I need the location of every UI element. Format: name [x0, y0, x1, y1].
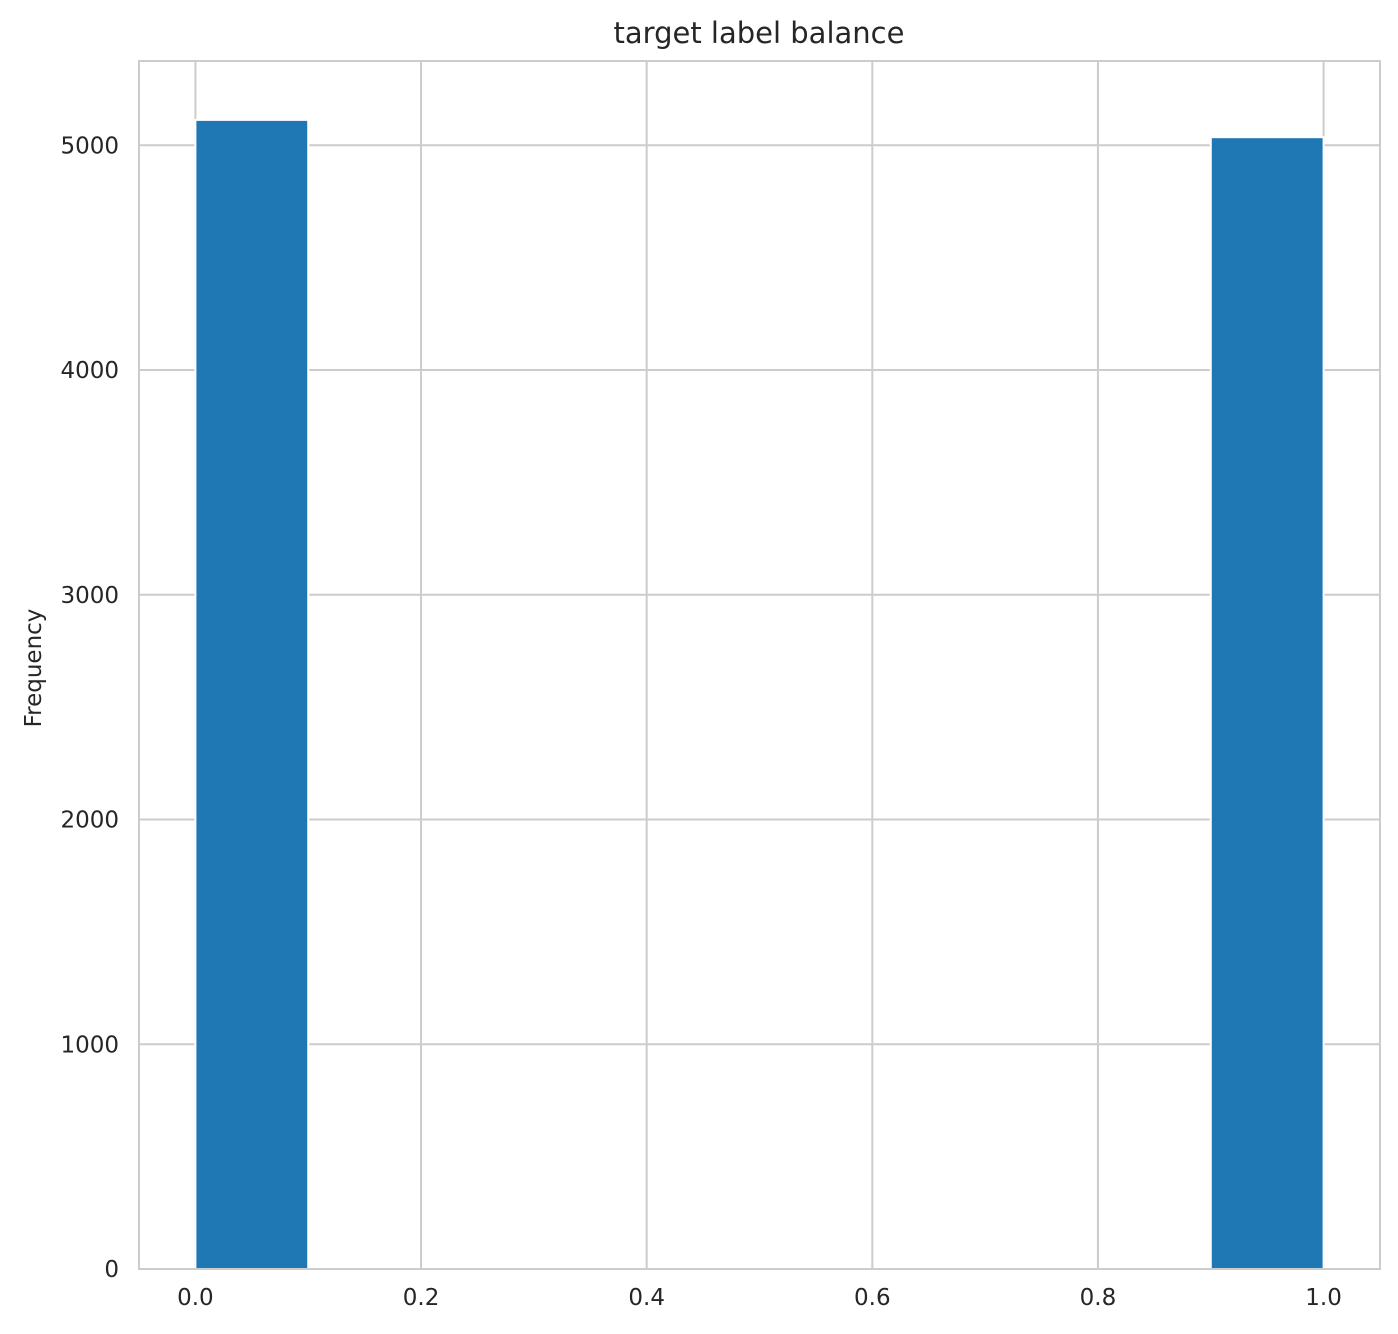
histogram-bar-1 — [1209, 136, 1325, 1271]
x-tick-label: 0.4 — [628, 1285, 665, 1311]
y-tick-labels: 0 1000 2000 3000 4000 5000 — [60, 133, 119, 1283]
plot-frame — [138, 60, 1381, 1270]
y-tick-label: 2000 — [60, 808, 119, 834]
y-tick-label: 1000 — [60, 1032, 119, 1058]
x-tick-label: 0.0 — [177, 1285, 214, 1311]
y-tick-label: 0 — [104, 1257, 119, 1283]
bars — [194, 118, 1325, 1271]
grid — [139, 61, 1380, 1270]
chart-title: target label balance — [614, 16, 905, 50]
x-tick-label: 0.6 — [854, 1285, 891, 1311]
y-axis-label: Frequency — [21, 609, 47, 728]
x-tick-label: 0.2 — [403, 1285, 440, 1311]
x-tick-label: 0.8 — [1080, 1285, 1117, 1311]
histogram-bar-0 — [194, 118, 310, 1271]
y-tick-label: 4000 — [60, 358, 119, 384]
x-tick-label: 1.0 — [1305, 1285, 1342, 1311]
y-tick-label: 5000 — [60, 133, 119, 159]
x-tick-labels: 0.0 0.2 0.4 0.6 0.8 1.0 — [177, 1285, 1342, 1311]
y-tick-label: 3000 — [60, 583, 119, 609]
